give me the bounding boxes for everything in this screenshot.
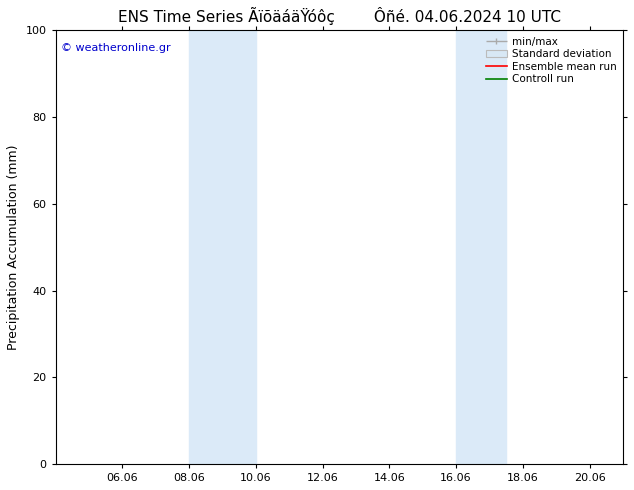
Text: © weatheronline.gr: © weatheronline.gr [61,43,171,53]
Bar [456,30,506,464]
Title: ENS Time Series ÃïõäáäŸóôç        Ôñé. 04.06.2024 10 UTC: ENS Time Series ÃïõäáäŸóôç Ôñé. 04.06.20… [118,7,560,25]
Bar [189,30,256,464]
Y-axis label: Precipitation Accumulation (mm): Precipitation Accumulation (mm) [7,145,20,350]
Legend: min/max, Standard deviation, Ensemble mean run, Controll run: min/max, Standard deviation, Ensemble me… [482,33,620,88]
